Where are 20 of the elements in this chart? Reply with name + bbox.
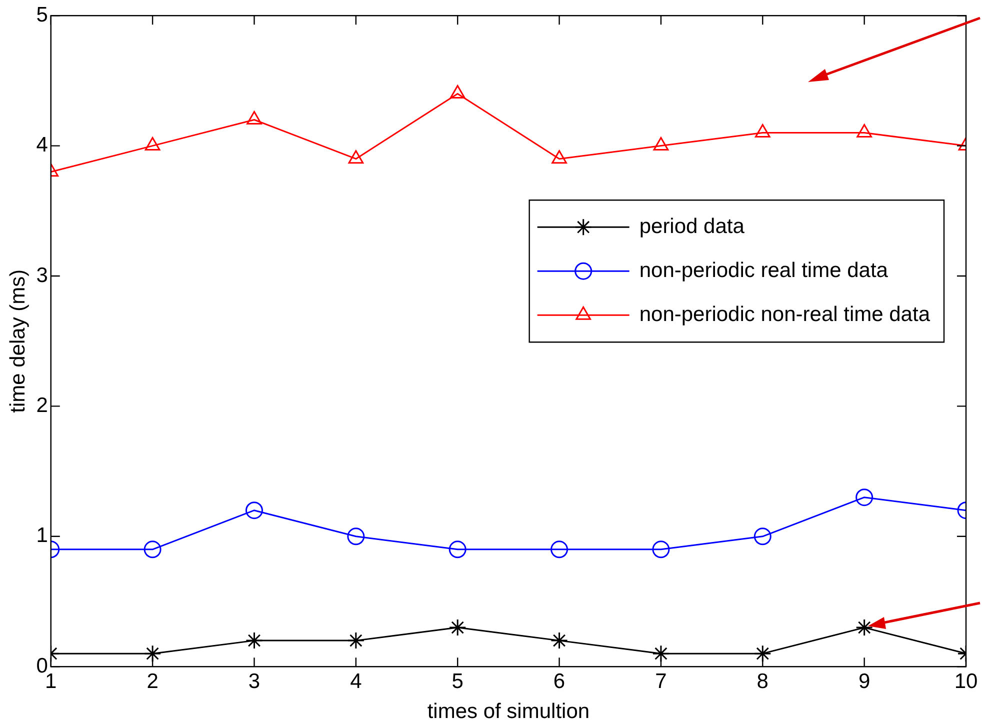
y-tick-label: 0 [36, 654, 48, 678]
legend-label: non-periodic real time data [639, 258, 888, 282]
x-tick-label: 3 [248, 670, 260, 693]
x-tick-label: 7 [655, 670, 667, 693]
y-tick-label: 5 [36, 3, 48, 26]
y-axis-title: time delay (ms) [6, 269, 30, 413]
y-tick-label: 1 [36, 524, 48, 548]
x-tick-label: 5 [452, 670, 464, 693]
x-tick-label: 4 [350, 670, 362, 693]
y-tick-label: 3 [36, 264, 48, 287]
x-tick-label: 10 [954, 670, 978, 693]
x-tick-label: 9 [858, 670, 870, 693]
x-axis-title: times of simultion [427, 700, 590, 724]
legend-label: non-periodic non-real time data [639, 302, 930, 326]
x-tick-label: 6 [553, 670, 566, 693]
y-tick-label: 2 [36, 394, 48, 417]
legend-label: period data [639, 214, 745, 238]
y-tick-label: 4 [36, 134, 48, 157]
x-tick-label: 2 [146, 670, 158, 693]
x-tick-label: 8 [756, 670, 768, 693]
